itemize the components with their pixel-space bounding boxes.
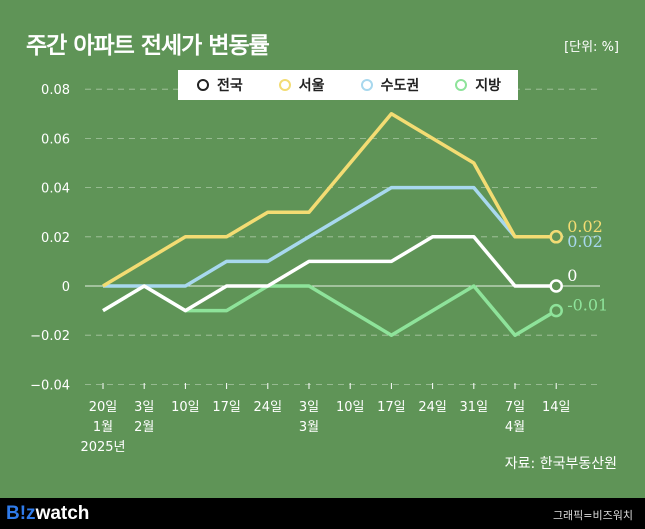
chart-title: 주간 아파트 전세가 변동률 [26,33,270,59]
y-tick-label: 0 [62,280,70,295]
legend-marker-icon [195,79,213,91]
legend: 전국 서울 수도권 지방 [178,70,518,100]
x-tick-sublabel: 1월 [93,420,113,435]
legend-marker-icon [359,79,377,91]
x-tick-sublabel: 3월 [299,420,319,435]
x-tick-sublabel: 2월 [134,420,154,435]
legend-label: 수도권 [380,78,420,94]
end-marker [549,279,563,293]
series-line-수도권 [103,185,557,288]
x-tick-label: 7일 [505,400,525,415]
x-tick-label: 24일 [418,400,447,415]
y-tick-label: −0.02 [30,329,70,344]
y-tick-label: 0.04 [41,182,70,197]
x-tick-label: 31일 [460,400,489,415]
x-tick-label: 10일 [336,400,365,415]
x-tick-label: 3일 [299,400,319,415]
x-tick-label: 14일 [542,400,571,415]
legend-label: 전국 [217,78,243,94]
bizwatch-logo: B!zwatch [6,503,90,524]
x-tick-label: 3일 [134,400,154,415]
series-line-전국 [102,235,557,313]
legend-marker-icon [453,79,471,91]
x-tick-label: 20일 [89,400,118,415]
footer: B!zwatch 그래픽=비즈워치 [0,498,645,529]
graphic-credit: 그래픽=비즈워치 [552,509,633,522]
x-tick-sublabel: 4월 [505,420,525,435]
x-year-label: 2025년 [80,440,125,455]
source-label: 자료: 한국부동산원 [504,456,617,472]
y-tick-label: 0.06 [41,132,70,147]
legend-item: 수도권 [359,75,420,95]
unit-label: [단위: %] [564,40,619,55]
x-tick-label: 24일 [254,400,283,415]
y-tick-label: −0.04 [30,378,70,393]
series-line-지방 [102,284,558,337]
legend-item: 지방 [453,75,501,95]
x-tick-label: 17일 [212,400,241,415]
y-tick-label: 0.02 [41,231,70,246]
y-tick-label: 0.08 [41,83,70,98]
end-value-label: 0.02 [567,232,603,251]
series-line-서울 [102,112,557,288]
end-value-label: -0.01 [567,296,608,315]
x-tick-label: 10일 [171,400,200,415]
legend-item: 서울 [277,75,325,95]
end-marker [549,230,563,244]
x-tick-label: 17일 [377,400,406,415]
end-value-label: 0.02 [567,217,603,236]
legend-label: 지방 [475,78,501,94]
legend-label: 서울 [298,78,325,94]
end-marker [549,303,563,318]
end-value-label: 0 [567,266,577,285]
legend-item: 전국 [195,75,243,95]
legend-marker-icon [277,79,295,91]
